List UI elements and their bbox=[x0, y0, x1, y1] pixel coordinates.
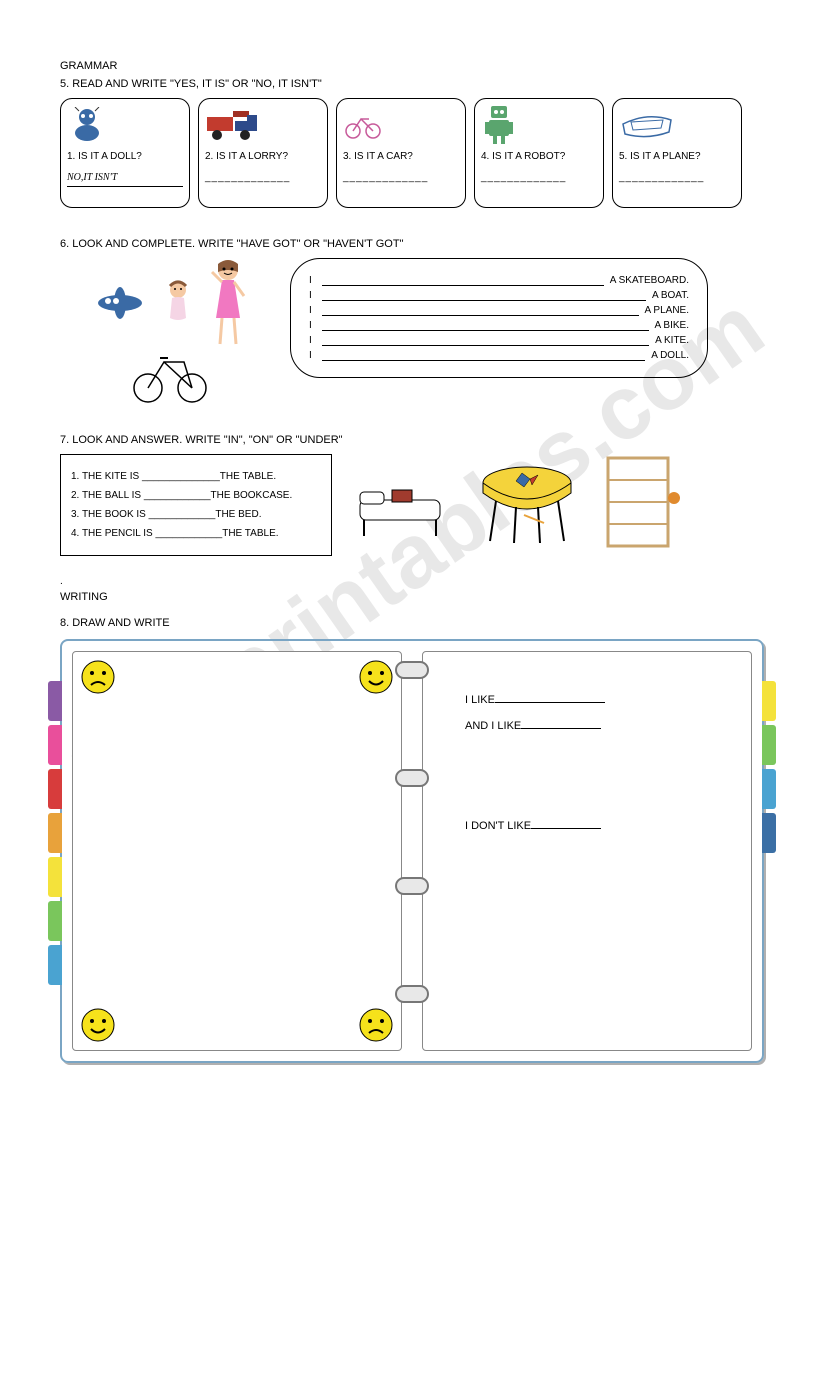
bed-icon bbox=[352, 464, 452, 544]
ex5-q4: 4. IS IT A ROBOT? bbox=[481, 151, 597, 162]
ex7-line-2[interactable]: 2. THE BALL IS ____________THE BOOKCASE. bbox=[71, 490, 321, 501]
ex6-instruction: 6. LOOK AND COMPLETE. WRITE "HAVE GOT" O… bbox=[60, 238, 788, 250]
ex6-line-3[interactable]: IA PLANE. bbox=[309, 305, 689, 316]
tabs-right bbox=[762, 681, 776, 853]
section-grammar-title: GRAMMAR bbox=[60, 60, 788, 72]
tab-icon bbox=[48, 769, 62, 809]
notebook-right-page[interactable]: I LIKE AND I LIKE I DON'T LIKE bbox=[422, 651, 752, 1051]
ex6-container: IA SKATEBOARD. IA BOAT. IA PLANE. IA BIK… bbox=[60, 258, 788, 404]
dot: . bbox=[60, 576, 788, 587]
ex5-card-2: 2. IS IT A LORRY? _____________ bbox=[198, 98, 328, 208]
tab-icon bbox=[762, 769, 776, 809]
tab-icon bbox=[48, 681, 62, 721]
tab-icon bbox=[762, 813, 776, 853]
ex5-instruction: 5. READ AND WRITE "YES, IT IS" OR "NO, I… bbox=[60, 78, 788, 90]
ex8-instruction: 8. DRAW AND WRITE bbox=[60, 617, 788, 629]
bike-small-icon bbox=[343, 105, 459, 145]
tab-icon bbox=[762, 681, 776, 721]
ex8-like[interactable]: I LIKE bbox=[465, 694, 739, 706]
ex5-ans2[interactable]: _____________ bbox=[205, 172, 321, 183]
ex8-dont-like[interactable]: I DON'T LIKE bbox=[465, 820, 739, 832]
table-icon bbox=[472, 459, 582, 549]
ex7-line-4[interactable]: 4. THE PENCIL IS ____________THE TABLE. bbox=[71, 528, 321, 539]
ex5-cards: 1. IS IT A DOLL? NO,IT ISN'T 2. IS IT A … bbox=[60, 98, 788, 208]
ex5-card-3: 3. IS IT A CAR? _____________ bbox=[336, 98, 466, 208]
tab-icon bbox=[48, 813, 62, 853]
ex6-line-6[interactable]: IA DOLL. bbox=[309, 350, 689, 361]
ex5-q2: 2. IS IT A LORRY? bbox=[205, 151, 321, 162]
notebook: I LIKE AND I LIKE I DON'T LIKE bbox=[60, 639, 764, 1063]
robot-blue-icon bbox=[67, 105, 183, 145]
doll-icon bbox=[158, 278, 198, 328]
happy-face-icon bbox=[81, 1008, 115, 1042]
ex5-q3: 3. IS IT A CAR? bbox=[343, 151, 459, 162]
section-writing-title: WRITING bbox=[60, 591, 788, 603]
ex5-ans3[interactable]: _____________ bbox=[343, 172, 459, 183]
lorry-icon bbox=[205, 105, 321, 145]
notebook-left-page[interactable] bbox=[72, 651, 402, 1051]
ex5-ans1[interactable]: NO,IT ISN'T bbox=[67, 172, 183, 187]
girl-icon bbox=[206, 258, 250, 348]
ex5-card-4: 4. IS IT A ROBOT? _____________ bbox=[474, 98, 604, 208]
boat-icon bbox=[619, 105, 735, 145]
ex7-line-3[interactable]: 3. THE BOOK IS ____________THE BED. bbox=[71, 509, 321, 520]
tab-icon bbox=[762, 725, 776, 765]
bookcase-icon bbox=[602, 454, 682, 554]
tabs-left bbox=[48, 681, 62, 985]
ex6-bubble: IA SKATEBOARD. IA BOAT. IA PLANE. IA BIK… bbox=[290, 258, 708, 378]
ex6-line-4[interactable]: IA BIKE. bbox=[309, 320, 689, 331]
plane-icon bbox=[90, 283, 150, 323]
tab-icon bbox=[48, 901, 62, 941]
ex6-images bbox=[60, 258, 280, 404]
ex7-instruction: 7. LOOK AND ANSWER. WRITE "IN", "ON" OR … bbox=[60, 434, 788, 446]
binder-rings-icon bbox=[395, 661, 429, 1003]
happy-face-icon bbox=[359, 660, 393, 694]
ex5-q1: 1. IS IT A DOLL? bbox=[67, 151, 183, 162]
ex7-box: 1. THE KITE IS ______________THE TABLE. … bbox=[60, 454, 332, 556]
ex5-card-1: 1. IS IT A DOLL? NO,IT ISN'T bbox=[60, 98, 190, 208]
ex7-line-1[interactable]: 1. THE KITE IS ______________THE TABLE. bbox=[71, 471, 321, 482]
tab-icon bbox=[48, 945, 62, 985]
ex6-line-5[interactable]: IA KITE. bbox=[309, 335, 689, 346]
ex5-ans4[interactable]: _____________ bbox=[481, 172, 597, 183]
ex5-q5: 5. IS IT A PLANE? bbox=[619, 151, 735, 162]
ex5-card-5: 5. IS IT A PLANE? _____________ bbox=[612, 98, 742, 208]
ex5-ans5[interactable]: _____________ bbox=[619, 172, 735, 183]
sad-face-icon bbox=[359, 1008, 393, 1042]
ex8-and-like[interactable]: AND I LIKE bbox=[465, 720, 739, 732]
ex6-line-1[interactable]: IA SKATEBOARD. bbox=[309, 275, 689, 286]
bike-icon bbox=[130, 348, 210, 404]
tab-icon bbox=[48, 725, 62, 765]
ex7-images bbox=[352, 454, 682, 554]
tab-icon bbox=[48, 857, 62, 897]
ex7-container: 1. THE KITE IS ______________THE TABLE. … bbox=[60, 454, 788, 556]
ex6-line-2[interactable]: IA BOAT. bbox=[309, 290, 689, 301]
sad-face-icon bbox=[81, 660, 115, 694]
robot-green-icon bbox=[481, 105, 597, 145]
